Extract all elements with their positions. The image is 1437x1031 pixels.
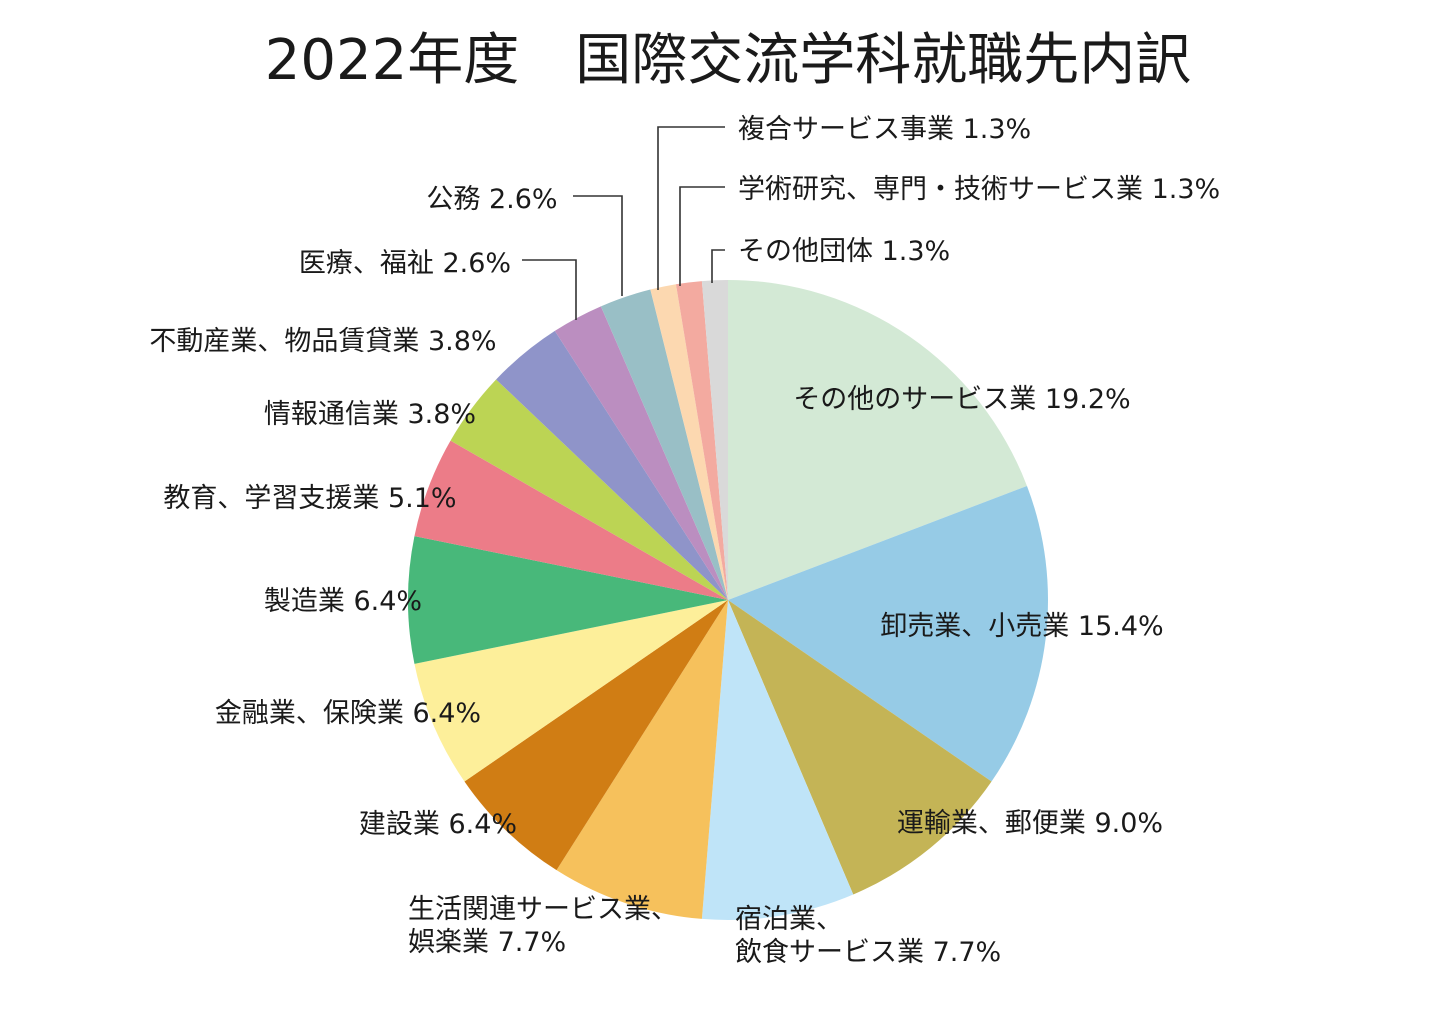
chart-title: 2022年度 国際交流学科就職先内訳 bbox=[265, 28, 1192, 93]
slice-label-line: 宿泊業、 bbox=[735, 904, 843, 935]
slice-label-line: その他のサービス業 19.2% bbox=[793, 384, 1130, 415]
slice-label-line: 学術研究、専門・技術サービス業 1.3% bbox=[738, 174, 1220, 205]
slice-label: 卸売業、小売業 15.4% bbox=[880, 611, 1163, 642]
leader-line bbox=[711, 249, 725, 283]
pie-slice bbox=[414, 440, 728, 600]
pie-slice bbox=[450, 379, 728, 600]
slice-label: 医療、福祉 2.6% bbox=[299, 248, 511, 279]
pie-slice bbox=[728, 485, 1048, 782]
slice-label: 建設業 6.4% bbox=[359, 809, 517, 840]
slice-label-line: 建設業 6.4% bbox=[359, 809, 517, 840]
pie-slice bbox=[728, 280, 1027, 600]
slice-label-line: 卸売業、小売業 15.4% bbox=[880, 611, 1163, 642]
leader-line bbox=[679, 186, 725, 286]
slice-label-line: 情報通信業 3.8% bbox=[264, 399, 476, 430]
pie-slice bbox=[414, 600, 728, 782]
slice-label: 宿泊業、飲食サービス業 7.7% bbox=[735, 904, 1001, 968]
pie-slice bbox=[701, 280, 728, 600]
slice-label-line: 飲食サービス業 7.7% bbox=[735, 937, 1001, 968]
pie-slice bbox=[675, 281, 728, 600]
slice-label: 運輸業、郵便業 9.0% bbox=[897, 808, 1163, 839]
pie-slice bbox=[496, 330, 728, 600]
slice-label: 複合サービス事業 1.3% bbox=[738, 114, 1031, 145]
slice-label: 不動産業、物品賃貸業 3.8% bbox=[149, 326, 496, 357]
slice-label-line: 娯楽業 7.7% bbox=[408, 927, 566, 958]
slice-label-line: 製造業 6.4% bbox=[264, 586, 422, 617]
pie-slice bbox=[408, 536, 728, 664]
slice-label: その他団体 1.3% bbox=[738, 236, 950, 267]
pie-slice bbox=[556, 600, 728, 919]
slice-label: 学術研究、専門・技術サービス業 1.3% bbox=[738, 174, 1220, 205]
slice-label: 情報通信業 3.8% bbox=[264, 399, 476, 430]
slice-label: 公務 2.6% bbox=[426, 184, 557, 215]
slice-label: その他のサービス業 19.2% bbox=[793, 384, 1130, 415]
pie-slice bbox=[701, 600, 854, 920]
slice-label-line: 複合サービス事業 1.3% bbox=[738, 114, 1031, 145]
slice-label-line: 不動産業、物品賃貸業 3.8% bbox=[149, 326, 496, 357]
slice-label-line: 医療、福祉 2.6% bbox=[299, 248, 511, 279]
slice-label-line: 金融業、保険業 6.4% bbox=[215, 698, 481, 729]
pie-slice bbox=[650, 284, 728, 600]
slice-label-line: 教育、学習支援業 5.1% bbox=[163, 483, 456, 514]
slice-label-line: 運輸業、郵便業 9.0% bbox=[897, 808, 1163, 839]
slice-label: 教育、学習支援業 5.1% bbox=[163, 483, 456, 514]
slice-label: 金融業、保険業 6.4% bbox=[215, 698, 481, 729]
leader-line bbox=[522, 259, 577, 320]
pie-slice bbox=[728, 600, 992, 895]
pie-slice bbox=[554, 306, 728, 600]
pie-slice bbox=[464, 600, 728, 871]
slice-label-line: 公務 2.6% bbox=[426, 184, 557, 215]
pie-slices bbox=[408, 280, 1048, 920]
leader-lines bbox=[522, 126, 725, 320]
slice-label: 生活関連サービス業、娯楽業 7.7% bbox=[408, 894, 678, 958]
leader-line bbox=[573, 195, 623, 296]
slice-label-line: その他団体 1.3% bbox=[738, 236, 950, 267]
slice-label: 製造業 6.4% bbox=[264, 586, 422, 617]
leader-line bbox=[657, 126, 725, 290]
slice-label-line: 生活関連サービス業、 bbox=[408, 894, 678, 925]
pie-slice bbox=[600, 289, 728, 600]
slice-labels: その他のサービス業 19.2% 卸売業、小売業 15.4% 運輸業、郵便業 9.0%… bbox=[149, 114, 1220, 968]
